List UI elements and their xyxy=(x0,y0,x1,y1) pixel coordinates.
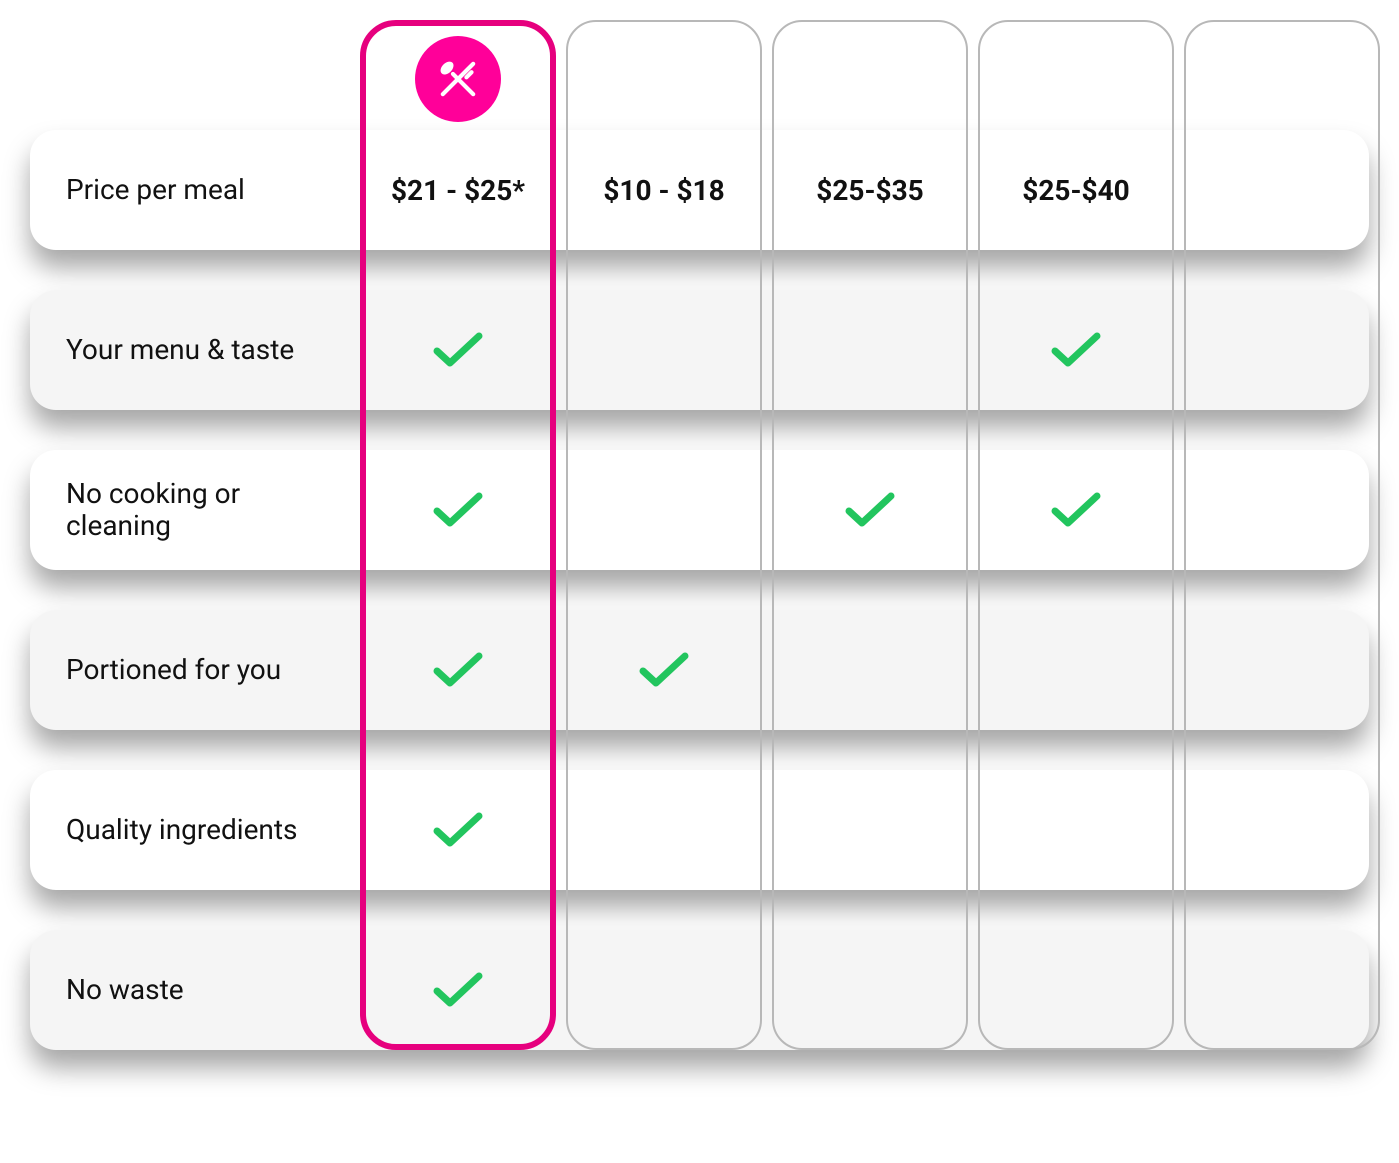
column-frame xyxy=(566,20,762,1050)
featured-column-frame xyxy=(360,20,556,1050)
comparison-table: Price per meal$21 - $25*$10 - $18$25-$35… xyxy=(0,0,1399,1163)
column-frame xyxy=(978,20,1174,1050)
column-frame xyxy=(1184,20,1380,1050)
column-frame xyxy=(772,20,968,1050)
row-label: No waste xyxy=(30,930,360,1050)
row-label: Quality ingredients xyxy=(30,770,360,890)
row-label: Price per meal xyxy=(30,130,360,250)
row-label: No cooking or cleaning xyxy=(30,450,360,570)
row-label: Your menu & taste xyxy=(30,290,360,410)
utensils-icon xyxy=(415,36,501,122)
row-label: Portioned for you xyxy=(30,610,360,730)
